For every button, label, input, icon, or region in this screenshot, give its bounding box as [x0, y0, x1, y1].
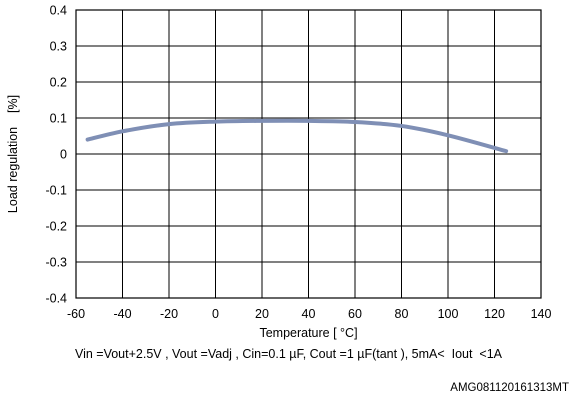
x-tick-labels: -60 -40 -20 0 20 40 60 80 100 120 140 — [67, 307, 552, 321]
x-tick-label: -60 — [67, 307, 85, 321]
plot-frame — [75, 9, 542, 299]
x-tick-label: 20 — [255, 307, 269, 321]
grid — [75, 9, 542, 299]
x-tick-label: 140 — [531, 307, 552, 321]
y-tick-label: 0 — [60, 148, 67, 162]
y-axis-label: Load regulation [%] — [6, 95, 20, 213]
x-axis-label: Temperature [ °C] — [259, 326, 357, 340]
series-line-0 — [85, 118, 509, 154]
x-tick-label: -20 — [160, 307, 178, 321]
x-tick-label: 80 — [395, 307, 409, 321]
y-tick-label: -0.1 — [45, 184, 67, 198]
x-tick-label: 40 — [302, 307, 316, 321]
x-tick-label: 120 — [484, 307, 505, 321]
y-tick-label: -0.4 — [45, 292, 67, 306]
test-conditions-caption: Vin =Vout+2.5V , Vout =Vadj , Cin=0.1 µF… — [74, 347, 503, 361]
series-group — [85, 118, 509, 154]
y-tick-label: -0.2 — [45, 220, 67, 234]
y-tick-label: 0.1 — [50, 112, 67, 126]
y-tick-labels: 0.4 0.3 0.2 0.1 0 -0.1 -0.2 -0.3 -0.4 — [45, 4, 67, 306]
x-tick-label: 100 — [438, 307, 459, 321]
x-tick-label: -40 — [113, 307, 131, 321]
y-tick-label: 0.4 — [50, 4, 67, 18]
y-tick-label: 0.2 — [50, 76, 67, 90]
y-tick-label: -0.3 — [45, 256, 67, 270]
y-tick-label: 0.3 — [50, 40, 67, 54]
load-regulation-chart: -60 -40 -20 0 20 40 60 80 100 120 140 0.4 0.3 0.2 0.1… — [6, 4, 552, 341]
x-tick-label: 60 — [348, 307, 362, 321]
x-tick-label: 0 — [212, 307, 219, 321]
figure-code: AMG081120161313MT — [450, 382, 569, 394]
